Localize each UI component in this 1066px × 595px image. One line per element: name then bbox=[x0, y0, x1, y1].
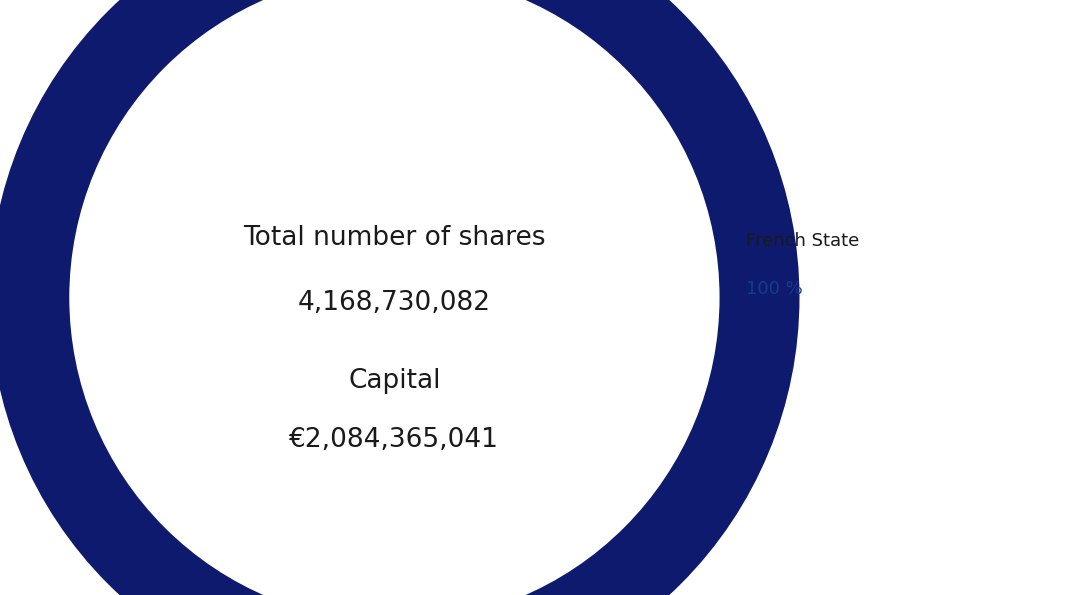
Text: 4,168,730,082: 4,168,730,082 bbox=[297, 290, 491, 317]
Text: €2,084,365,041: €2,084,365,041 bbox=[290, 427, 499, 453]
Ellipse shape bbox=[69, 0, 720, 595]
Text: Capital: Capital bbox=[349, 368, 440, 394]
Text: Total number of shares: Total number of shares bbox=[243, 225, 546, 251]
Text: 100 %: 100 % bbox=[746, 280, 803, 298]
Ellipse shape bbox=[0, 0, 800, 595]
Text: French State: French State bbox=[746, 232, 859, 250]
